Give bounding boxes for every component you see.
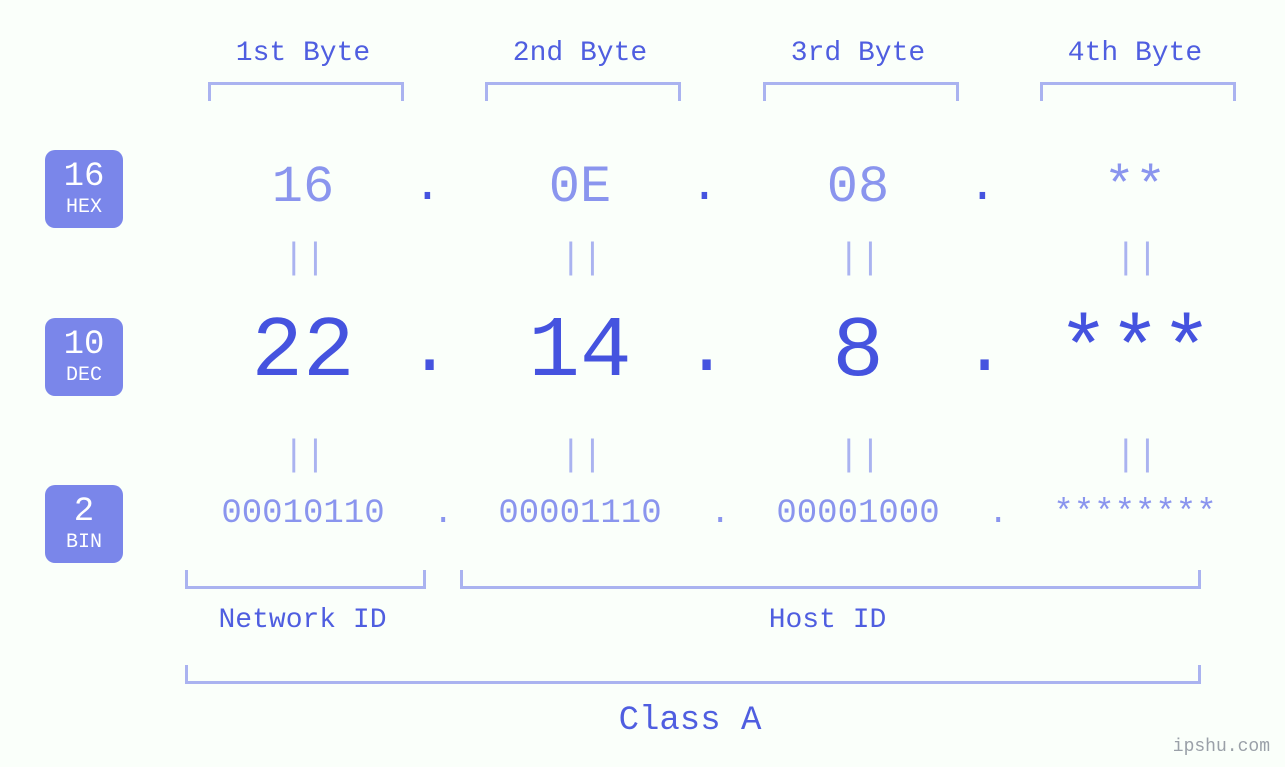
top-bracket-1 [208, 82, 404, 101]
top-bracket-4 [1040, 82, 1236, 101]
bin-dot-2: . [710, 495, 730, 533]
bin-label: BIN [66, 533, 102, 553]
top-bracket-2 [485, 82, 681, 101]
dec-badge: 10 DEC [45, 318, 123, 396]
class-label: Class A [185, 702, 1195, 740]
byte-header-2: 2nd Byte [460, 38, 700, 69]
hex-byte-3: 08 [738, 158, 978, 217]
eq-1-2: || [560, 238, 600, 279]
dec-dot-2: . [685, 310, 728, 392]
eq-1-1: || [283, 238, 323, 279]
hex-byte-2: 0E [460, 158, 700, 217]
eq-1-3: || [838, 238, 878, 279]
class-bracket [185, 665, 1201, 684]
hex-dot-2: . [690, 160, 719, 214]
ip-address-diagram: 1st Byte 2nd Byte 3rd Byte 4th Byte 16 H… [0, 0, 1285, 767]
bin-byte-1: 00010110 [178, 495, 428, 533]
eq-2-3: || [838, 435, 878, 476]
network-id-bracket [185, 570, 426, 589]
byte-header-4: 4th Byte [1015, 38, 1255, 69]
network-id-label: Network ID [185, 605, 420, 636]
hex-byte-4: ** [1015, 158, 1255, 217]
dec-label: DEC [66, 366, 102, 386]
bin-dot-1: . [433, 495, 453, 533]
bin-byte-4: ******** [1010, 495, 1260, 533]
hex-dot-3: . [968, 160, 997, 214]
byte-header-1: 1st Byte [183, 38, 423, 69]
dec-dot-1: . [408, 310, 451, 392]
top-bracket-3 [763, 82, 959, 101]
dec-byte-2: 14 [460, 303, 700, 401]
dec-byte-4: *** [1015, 303, 1255, 401]
bin-byte-2: 00001110 [455, 495, 705, 533]
eq-2-4: || [1115, 435, 1155, 476]
hex-badge: 16 HEX [45, 150, 123, 228]
eq-2-1: || [283, 435, 323, 476]
host-id-bracket [460, 570, 1201, 589]
eq-2-2: || [560, 435, 600, 476]
dec-base: 10 [64, 328, 105, 362]
bin-badge: 2 BIN [45, 485, 123, 563]
hex-label: HEX [66, 198, 102, 218]
host-id-label: Host ID [460, 605, 1195, 636]
dec-byte-3: 8 [738, 303, 978, 401]
bin-dot-3: . [988, 495, 1008, 533]
byte-header-3: 3rd Byte [738, 38, 978, 69]
hex-byte-1: 16 [183, 158, 423, 217]
hex-dot-1: . [413, 160, 442, 214]
watermark: ipshu.com [1173, 737, 1270, 757]
dec-byte-1: 22 [183, 303, 423, 401]
dec-dot-3: . [963, 310, 1006, 392]
bin-base: 2 [74, 495, 94, 529]
bin-byte-3: 00001000 [733, 495, 983, 533]
hex-base: 16 [64, 160, 105, 194]
eq-1-4: || [1115, 238, 1155, 279]
